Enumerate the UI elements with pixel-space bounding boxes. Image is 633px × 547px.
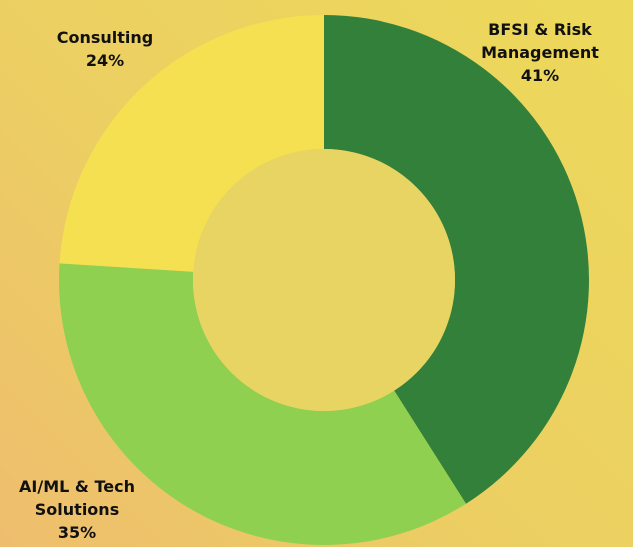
slice-label: BFSI & Risk Management 41% — [480, 18, 600, 87]
value-label: 41% — [520, 66, 560, 85]
category-label: Consulting — [56, 28, 154, 47]
category-label: AI/ML & Tech Solutions — [19, 477, 135, 519]
donut-slice — [324, 15, 589, 504]
donut-slice — [59, 14, 324, 272]
donut-slice — [59, 263, 466, 545]
slice-label: Consulting 24% — [40, 26, 170, 72]
category-label: BFSI & Risk Management — [481, 20, 599, 62]
donut-hole — [193, 149, 455, 411]
value-label: 24% — [85, 51, 125, 70]
slice-label: AI/ML & Tech Solutions 35% — [2, 475, 152, 544]
value-label: 35% — [57, 523, 97, 542]
